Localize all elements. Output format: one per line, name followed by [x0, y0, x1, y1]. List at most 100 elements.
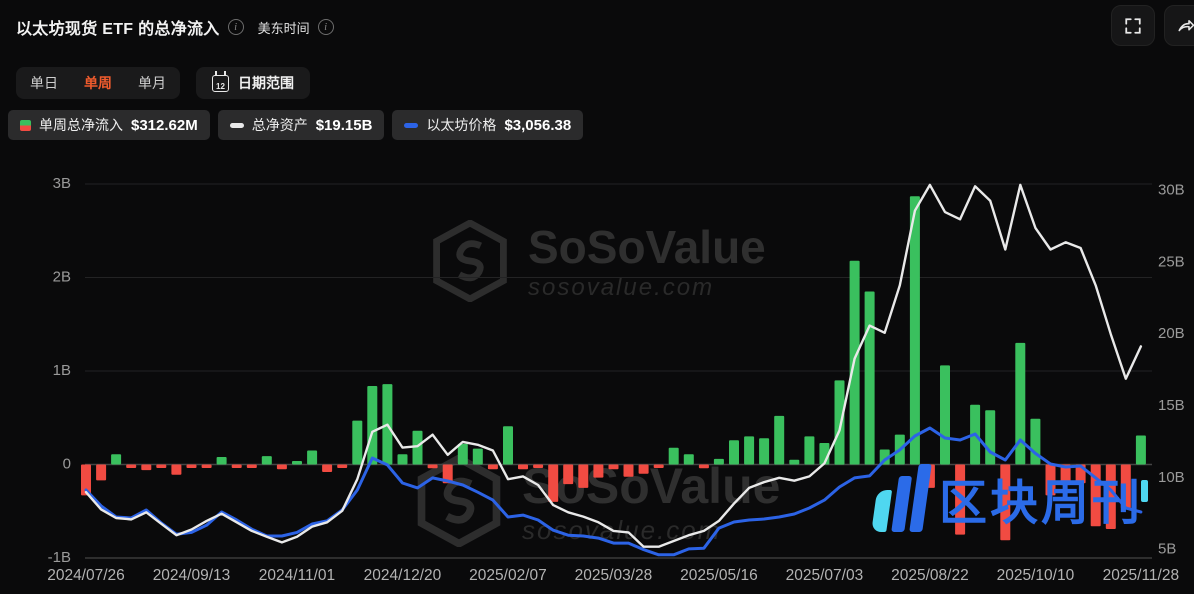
x-axis-tick-label: 2024/11/01 [259, 567, 335, 584]
weekly-net-inflow-bar [96, 464, 107, 481]
blockweekly-logo-icon [871, 464, 932, 532]
weekly-net-inflow-bar [759, 438, 770, 465]
blockweekly-logo-accent [1141, 480, 1149, 502]
weekly-net-inflow-bar [397, 454, 408, 465]
weekly-net-inflow-bar [955, 464, 966, 535]
weekly-net-inflow-bar [246, 464, 257, 468]
y-axis-left-label: 2B [53, 268, 71, 285]
weekly-net-inflow-bar [442, 464, 453, 484]
x-axis-tick-label: 2025/05/16 [680, 567, 758, 584]
weekly-net-inflow-bar [1000, 464, 1011, 541]
tab-weekly[interactable]: 单周 [84, 75, 112, 91]
total-net-assets-line [84, 183, 1143, 548]
weekly-net-inflow-bar [126, 464, 137, 468]
legend-value: $3,056.38 [504, 116, 572, 134]
legend-total-net-assets[interactable]: 总净资产 $19.15B [217, 110, 385, 140]
x-axis-tick-label: 2024/07/26 [47, 567, 125, 584]
weekly-net-inflow-bar [322, 464, 333, 472]
x-axis-tick-label: 2025/02/07 [469, 567, 547, 584]
weekly-net-inflow-bar [1060, 464, 1071, 486]
legend-label: 总净资产 [251, 117, 308, 133]
x-axis-tick-label: 2025/07/03 [786, 567, 864, 584]
tab-daily[interactable]: 单日 [30, 75, 58, 91]
weekly-net-inflow-bar [985, 410, 996, 465]
weekly-net-inflow-bar [653, 464, 664, 468]
weekly-net-inflow-bar [201, 464, 212, 468]
period-tab-group: 单日 单周 单月 [16, 67, 180, 99]
weekly-net-inflow-bar [608, 464, 619, 470]
tab-monthly[interactable]: 单月 [138, 75, 166, 91]
x-axis-tick-label: 2024/09/13 [153, 567, 231, 584]
sosovalue-watermark: SoSoValue sosovalue.com [432, 220, 766, 302]
y-axis-right-label: 30B [1158, 182, 1185, 199]
weekly-net-inflow-bar [503, 426, 513, 465]
y-axis-right-label: 20B [1158, 325, 1185, 342]
weekly-net-inflow-bar [412, 430, 423, 465]
timezone-info-icon[interactable]: i [317, 19, 334, 35]
legend-label: 以太坊价格 [426, 117, 497, 133]
weekly-net-inflow-bar [276, 464, 287, 470]
share-button[interactable] [1164, 5, 1194, 46]
weekly-net-inflow-bar [337, 464, 348, 468]
weekly-net-inflow-bar [683, 454, 694, 465]
title-info-icon[interactable]: i [227, 19, 244, 35]
weekly-net-inflow-bar [111, 454, 122, 465]
fullscreen-button[interactable] [1111, 5, 1155, 46]
legend-value: $19.15B [315, 116, 373, 134]
weekly-net-inflow-bar [1015, 342, 1026, 465]
sosovalue-cube-icon [433, 220, 507, 302]
x-axis-tick-label: 2025/11/28 [1103, 567, 1179, 584]
weekly-net-inflow-bar [81, 464, 91, 496]
y-axis-right-label: 15B [1158, 397, 1185, 414]
weekly-net-inflow-bar [518, 464, 528, 470]
weekly-net-inflow-bar [231, 464, 242, 468]
date-range-label: 日期范围 [238, 75, 294, 91]
y-axis-right-label: 10B [1158, 469, 1185, 486]
weekly-net-inflow-bar [1120, 464, 1131, 509]
weekly-net-inflow-bar [548, 464, 559, 502]
weekly-net-inflow-bar [744, 436, 755, 465]
weekly-net-inflow-bar [533, 464, 544, 468]
weekly-net-inflow-bar [427, 464, 438, 469]
weekly-net-inflow-bar [668, 447, 679, 465]
weekly-net-inflow-bar [307, 450, 318, 465]
weekly-net-inflow-bar [774, 415, 785, 465]
legend-label: 单周总净流入 [39, 117, 123, 133]
fullscreen-icon [1125, 17, 1141, 34]
weekly-net-inflow-bar [487, 464, 498, 470]
weekly-net-inflow-bar [789, 459, 800, 465]
weekly-net-inflow-bar [457, 443, 468, 465]
legend-value: $312.62M [131, 116, 198, 134]
weekly-net-inflow-bar [563, 464, 574, 485]
blockweekly-logo-text: 区块周刊 [939, 477, 1144, 530]
weekly-net-inflow-bar [804, 436, 815, 465]
weekly-net-inflow-bar [141, 464, 152, 471]
legend-eth-price[interactable]: 以太坊价格 $3,056.38 [392, 110, 584, 140]
share-icon [1178, 19, 1194, 31]
weekly-net-inflow-bar [292, 461, 302, 465]
x-axis-tick-label: 2025/08/22 [891, 567, 969, 584]
weekly-net-inflow-bar [729, 440, 739, 465]
legend-weekly-net-inflow[interactable]: 单周总净流入 $312.62M [8, 110, 210, 140]
blockweekly-logo: 区块周刊 [871, 464, 1149, 532]
date-range-button[interactable]: 12 日期范围 [196, 67, 310, 99]
weekly-net-inflow-bar [186, 464, 197, 468]
weekly-net-inflow-bar [593, 464, 604, 478]
y-axis-left-label: 0 [63, 455, 71, 472]
x-axis-tick-label: 2024/12/20 [364, 567, 442, 584]
watermark-domain-text: sosovalue.com [528, 274, 715, 301]
y-axis-left-label: 1B [53, 362, 71, 379]
weekly-net-inflow-bar [940, 365, 950, 465]
weekly-net-inflow-bar [261, 456, 272, 465]
y-axis-left-label: 3B [53, 175, 71, 192]
blue-dash-swatch-icon [404, 122, 419, 128]
weekly-net-inflow-bar [638, 464, 649, 474]
weekly-net-inflow-bar [623, 464, 634, 477]
calendar-icon: 12 [212, 70, 229, 92]
weekly-net-inflow-bar [156, 464, 167, 468]
x-axis-tick-label: 2025/03/28 [575, 567, 653, 584]
weekly-net-inflow-bar [171, 464, 182, 475]
weekly-net-inflow-bar [864, 291, 875, 465]
